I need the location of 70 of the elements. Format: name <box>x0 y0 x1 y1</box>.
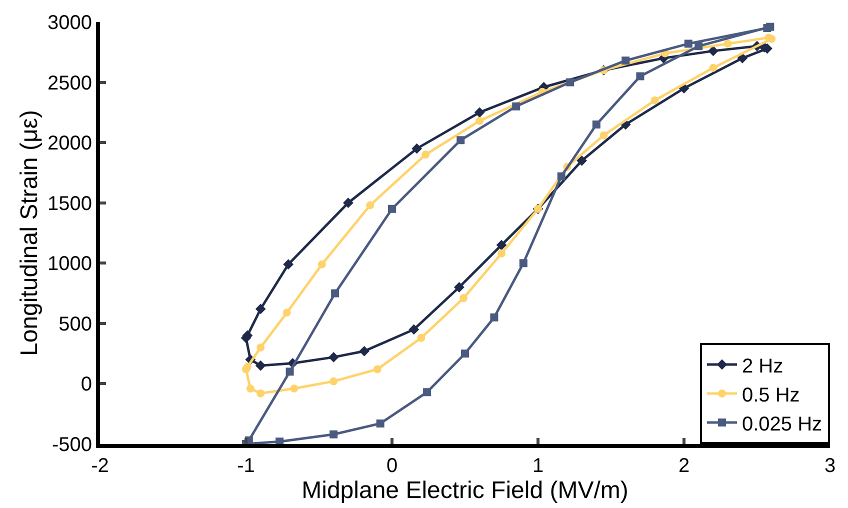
point <box>474 107 485 118</box>
point <box>256 344 265 352</box>
y-tick-label: 0 <box>80 374 92 396</box>
legend-label: 0.5 Hz <box>742 384 800 406</box>
point <box>422 150 430 159</box>
point <box>318 260 326 268</box>
x-tick-label: -1 <box>237 455 255 477</box>
point <box>359 346 370 356</box>
point <box>592 120 600 128</box>
point <box>557 172 566 180</box>
point <box>498 250 506 258</box>
y-tick-label: 2500 <box>48 72 92 94</box>
point <box>600 131 608 140</box>
point <box>684 40 692 48</box>
point <box>331 289 340 298</box>
point <box>283 259 294 270</box>
point <box>282 308 291 317</box>
point <box>417 334 426 342</box>
point <box>763 24 772 32</box>
point <box>243 362 252 371</box>
point <box>330 430 338 438</box>
legend-label: 0.025 Hz <box>742 413 822 436</box>
point <box>460 294 468 302</box>
point <box>286 368 294 376</box>
x-tick-label: 2 <box>678 455 690 477</box>
point <box>412 143 422 154</box>
point <box>255 304 266 314</box>
legend-label: 2 Hz <box>742 355 784 378</box>
point <box>330 377 338 386</box>
point <box>512 102 520 110</box>
point <box>423 388 432 396</box>
y-tick-label: 1000 <box>48 253 92 276</box>
y-tick-label: 2000 <box>48 132 92 155</box>
point <box>496 240 507 250</box>
point <box>290 384 298 393</box>
point <box>256 389 265 398</box>
x-tick-label: 3 <box>824 455 836 477</box>
point <box>276 438 284 444</box>
x-tick-label: 0 <box>386 455 398 477</box>
x-axis-title: Midplane Electric Field (MV/m) <box>302 477 628 504</box>
point <box>490 313 498 322</box>
point <box>576 155 587 166</box>
point <box>388 204 396 213</box>
point <box>709 64 718 72</box>
point <box>708 46 718 56</box>
point <box>255 360 266 371</box>
point <box>373 365 382 374</box>
point <box>246 384 254 393</box>
point <box>454 282 464 292</box>
point <box>566 78 574 86</box>
point <box>408 324 420 335</box>
point <box>456 136 465 144</box>
point <box>650 96 659 104</box>
y-axis-title: Longitudinal Strain (με) <box>16 110 44 356</box>
y-tick-label: 500 <box>58 313 92 336</box>
point <box>376 420 384 428</box>
y-tick-label: 3000 <box>48 12 92 34</box>
point <box>343 198 354 208</box>
x-tick-label: -2 <box>91 455 109 477</box>
point <box>461 350 469 358</box>
point <box>636 72 644 80</box>
point <box>622 56 630 65</box>
y-tick-label: -500 <box>52 434 92 456</box>
point <box>328 352 339 362</box>
point <box>366 201 374 210</box>
point <box>519 259 528 268</box>
point <box>476 116 484 125</box>
x-tick-label: 1 <box>532 455 544 477</box>
y-tick-label: 1500 <box>48 192 92 215</box>
point <box>724 40 732 48</box>
